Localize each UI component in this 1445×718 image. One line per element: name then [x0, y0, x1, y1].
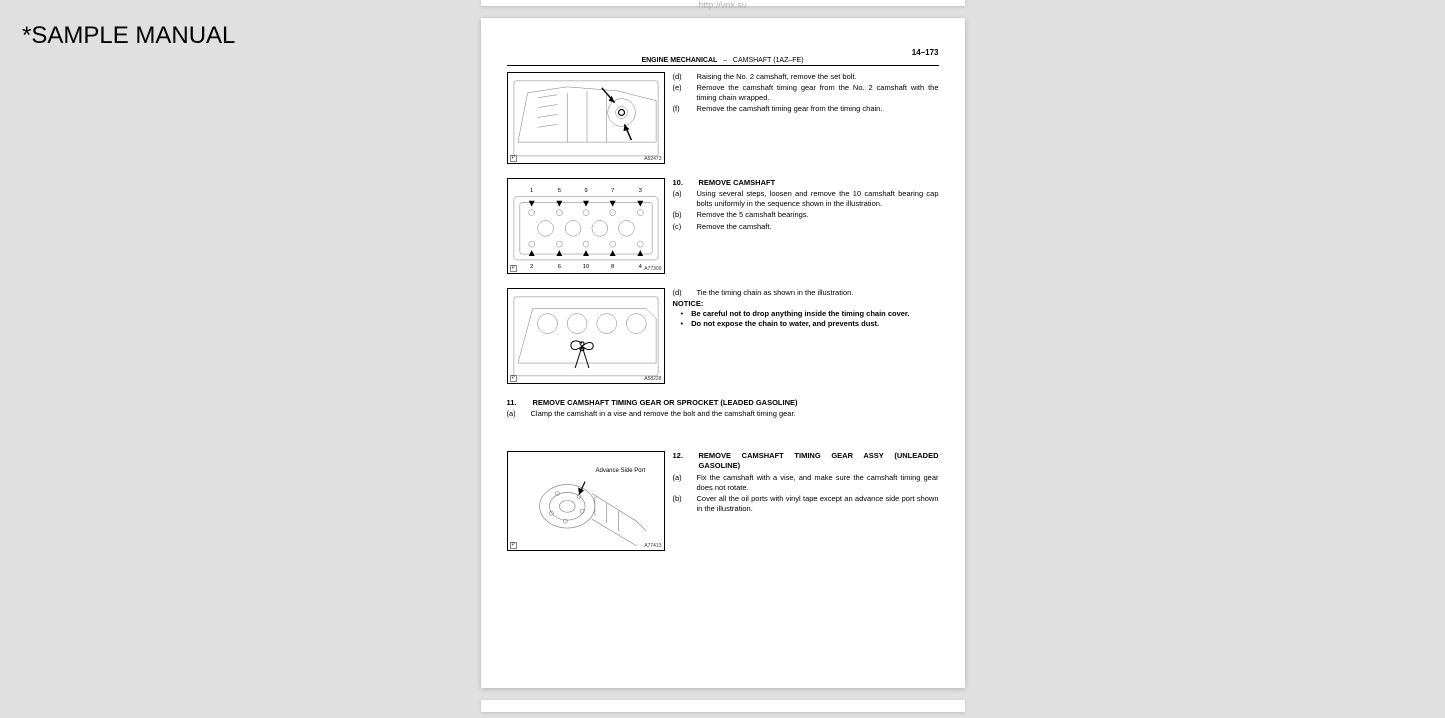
bolt-sequence-diagram-icon: 1 5 9 7 3 2 6 10 8 4 [508, 179, 664, 274]
step-marker: (d) [673, 72, 687, 82]
section-block-full: 11. REMOVE CAMSHAFT TIMING GEAR OR SPROC… [507, 398, 939, 419]
bullet-row: • Do not expose the chain to water, and … [673, 319, 939, 329]
page-header: 14–173 ENGINE MECHANICAL – CAMSHAFT (1AZ… [507, 48, 939, 66]
step-row: (d) Tie the timing chain as shown in the… [673, 288, 939, 298]
header-section: ENGINE MECHANICAL [641, 57, 717, 64]
step-row: (a) Using several steps, loosen and remo… [673, 189, 939, 209]
step-marker: (a) [673, 473, 687, 493]
text-column: (d) Tie the timing chain as shown in the… [673, 288, 939, 330]
timing-gear-diagram-icon [508, 452, 664, 551]
header-separator: – [723, 57, 727, 64]
step-marker: (e) [673, 83, 687, 103]
figure-annotation: Advance Side Port [596, 468, 646, 474]
heading-row: 10. REMOVE CAMSHAFT [673, 178, 939, 188]
step-marker: (a) [673, 189, 687, 209]
step-marker: (c) [673, 222, 687, 232]
step-text: Remove the camshaft timing gear from the… [697, 104, 883, 114]
figure-p-label: P [510, 265, 517, 272]
text-column: 12. REMOVE CAMSHAFT TIMING GEAR ASSY (UN… [673, 451, 939, 515]
step-row: (c) Remove the camshaft. [673, 222, 939, 232]
step-row: (f) Remove the camshaft timing gear from… [673, 104, 939, 114]
step-number: 11. [507, 398, 523, 408]
step-marker: (d) [673, 288, 687, 298]
step-title: REMOVE CAMSHAFT [699, 178, 776, 188]
figure-timing-chain-tie: P A58228 [507, 288, 665, 384]
next-page-sliver [481, 700, 965, 712]
header-subsection: CAMSHAFT (1AZ–FE) [733, 57, 804, 64]
bullet-text: Be careful not to drop anything inside t… [691, 309, 909, 319]
step-title: REMOVE CAMSHAFT TIMING GEAR OR SPROCKET … [533, 398, 798, 408]
bullet-text: Do not expose the chain to water, and pr… [691, 319, 879, 329]
bullet-row: • Be careful not to drop anything inside… [673, 309, 939, 319]
text-column: 10. REMOVE CAMSHAFT (a) Using several st… [673, 178, 939, 233]
step-row: (b) Cover all the oil ports with vinyl t… [673, 494, 939, 514]
page-stack: 14–173 ENGINE MECHANICAL – CAMSHAFT (1AZ… [481, 0, 965, 712]
chain-tie-diagram-icon [508, 289, 664, 384]
step-marker: (b) [673, 494, 687, 514]
figure-advance-port: Advance Side Port P A77413 [507, 451, 665, 551]
bullet-marker: • [681, 319, 684, 329]
step-marker: (a) [507, 409, 521, 419]
step-row: (b) Remove the 5 camshaft bearings. [673, 210, 939, 220]
step-text: Clamp the camshaft in a vise and remove … [531, 409, 796, 419]
step-text: Cover all the oil ports with vinyl tape … [697, 494, 939, 514]
step-text: Fix the camshaft with a vise, and make s… [697, 473, 939, 493]
engine-diagram-icon [508, 73, 664, 164]
figure-code: A77413 [644, 543, 661, 549]
bullet-marker: • [681, 309, 684, 319]
figure-bolt-sequence: 1 5 9 7 3 2 6 10 8 4 P A77309 [507, 178, 665, 274]
figure-p-label: P [510, 542, 517, 549]
watermark-url: http://vnx.su [698, 0, 747, 10]
figure-code: A77309 [644, 266, 661, 272]
step-text: Using several steps, loosen and remove t… [697, 189, 939, 209]
sample-manual-label: *SAMPLE MANUAL [22, 22, 235, 50]
step-row: (e) Remove the camshaft timing gear from… [673, 83, 939, 103]
step-marker: (f) [673, 104, 687, 114]
svg-text:3: 3 [638, 188, 642, 194]
svg-text:5: 5 [557, 188, 561, 194]
step-number: 10. [673, 178, 689, 188]
section-block: P A58228 (d) Tie the timing chain as sho… [507, 288, 939, 384]
step-row: (a) Clamp the camshaft in a vise and rem… [507, 409, 939, 419]
step-marker: (b) [673, 210, 687, 220]
svg-text:2: 2 [530, 264, 533, 270]
step-text: Remove the camshaft timing gear from the… [697, 83, 939, 103]
figure-engine-camshaft: P A52473 [507, 72, 665, 164]
svg-text:7: 7 [611, 188, 614, 194]
figure-code: A58228 [644, 376, 661, 382]
step-title: REMOVE CAMSHAFT TIMING GEAR ASSY (UNLEAD… [699, 451, 939, 471]
heading-row: 11. REMOVE CAMSHAFT TIMING GEAR OR SPROC… [507, 398, 939, 408]
manual-page: 14–173 ENGINE MECHANICAL – CAMSHAFT (1AZ… [481, 18, 965, 688]
svg-text:8: 8 [611, 264, 615, 270]
step-text: Tie the timing chain as shown in the ill… [697, 288, 854, 298]
notice-label: NOTICE: [673, 299, 939, 309]
step-number: 12. [673, 451, 689, 471]
step-text: Raising the No. 2 camshaft, remove the s… [697, 72, 857, 82]
svg-text:6: 6 [557, 264, 561, 270]
figure-p-label: P [510, 375, 517, 382]
figure-p-label: P [510, 155, 517, 162]
figure-code: A52473 [644, 156, 661, 162]
svg-text:1: 1 [530, 188, 533, 194]
section-block: Advance Side Port P A77413 12. REMOVE CA… [507, 451, 939, 551]
svg-text:9: 9 [584, 188, 587, 194]
section-block: P A52473 (d) Raising the No. 2 camshaft,… [507, 72, 939, 164]
text-column: (d) Raising the No. 2 camshaft, remove t… [673, 72, 939, 116]
header-title: ENGINE MECHANICAL – CAMSHAFT (1AZ–FE) [507, 57, 939, 64]
step-text: Remove the camshaft. [697, 222, 772, 232]
page-number: 14–173 [507, 48, 939, 57]
step-text: Remove the 5 camshaft bearings. [697, 210, 809, 220]
svg-text:4: 4 [638, 264, 642, 270]
heading-row: 12. REMOVE CAMSHAFT TIMING GEAR ASSY (UN… [673, 451, 939, 471]
step-row: (d) Raising the No. 2 camshaft, remove t… [673, 72, 939, 82]
step-row: (a) Fix the camshaft with a vise, and ma… [673, 473, 939, 493]
svg-text:10: 10 [582, 264, 589, 270]
section-block: 1 5 9 7 3 2 6 10 8 4 P A77309 [507, 178, 939, 274]
